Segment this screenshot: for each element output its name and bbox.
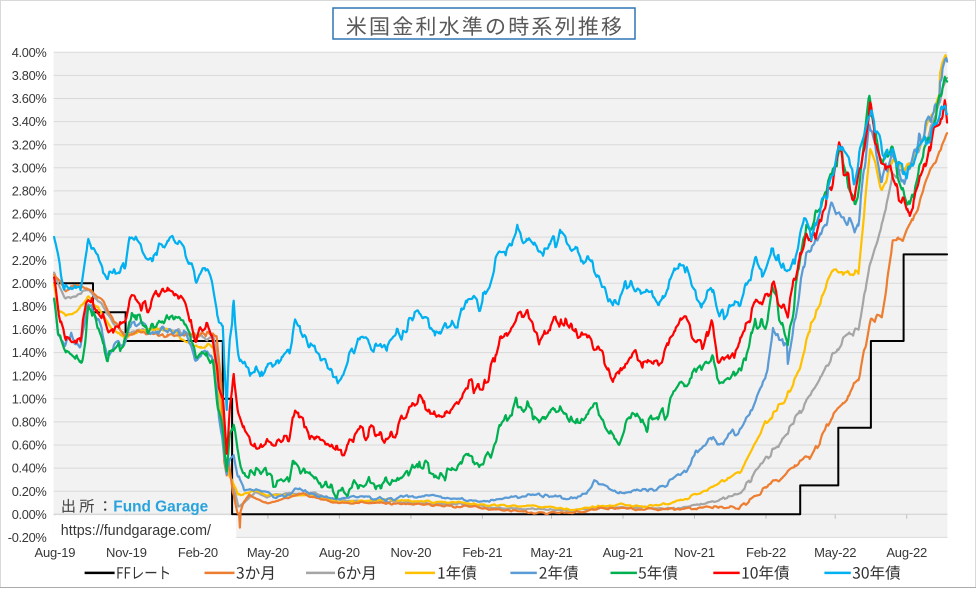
svg-text:3.00%: 3.00% xyxy=(12,160,47,175)
svg-text:Nov-20: Nov-20 xyxy=(391,545,432,560)
svg-text:Aug-21: Aug-21 xyxy=(603,545,644,560)
svg-text:May-20: May-20 xyxy=(247,545,289,560)
svg-text:-0.20%: -0.20% xyxy=(8,530,47,545)
svg-text:May-22: May-22 xyxy=(814,545,856,560)
svg-text:3.80%: 3.80% xyxy=(12,68,47,83)
svg-text:1.40%: 1.40% xyxy=(12,345,47,360)
svg-text:Aug-19: Aug-19 xyxy=(35,545,76,560)
svg-text:Feb-22: Feb-22 xyxy=(746,545,786,560)
svg-text:2.80%: 2.80% xyxy=(12,184,47,199)
svg-text:Aug-20: Aug-20 xyxy=(319,545,360,560)
svg-text:2.60%: 2.60% xyxy=(12,207,47,222)
svg-text:2.40%: 2.40% xyxy=(12,230,47,245)
svg-text:1.80%: 1.80% xyxy=(12,299,47,314)
svg-text:0.60%: 0.60% xyxy=(12,438,47,453)
svg-text:2.00%: 2.00% xyxy=(12,276,47,291)
svg-text:1.00%: 1.00% xyxy=(12,391,47,406)
svg-text:3.20%: 3.20% xyxy=(12,137,47,152)
svg-text:0.80%: 0.80% xyxy=(12,415,47,430)
svg-text:1.60%: 1.60% xyxy=(12,322,47,337)
svg-text:4.00%: 4.00% xyxy=(12,45,47,60)
svg-text:Nov-21: Nov-21 xyxy=(674,545,715,560)
svg-text:2.20%: 2.20% xyxy=(12,253,47,268)
svg-text:Fund Garage: Fund Garage xyxy=(113,498,208,515)
svg-text:Nov-19: Nov-19 xyxy=(106,545,147,560)
svg-text:0.00%: 0.00% xyxy=(12,507,47,522)
svg-text:3.60%: 3.60% xyxy=(12,91,47,106)
svg-text:0.20%: 0.20% xyxy=(12,484,47,499)
svg-text:Feb-21: Feb-21 xyxy=(462,545,502,560)
svg-text:Aug-22: Aug-22 xyxy=(886,545,927,560)
svg-text:1.20%: 1.20% xyxy=(12,368,47,383)
svg-text:3.40%: 3.40% xyxy=(12,114,47,129)
svg-text:https://fundgarage.com/: https://fundgarage.com/ xyxy=(61,523,211,539)
svg-text:Feb-20: Feb-20 xyxy=(178,545,218,560)
svg-text:0.40%: 0.40% xyxy=(12,461,47,476)
svg-text:May-21: May-21 xyxy=(530,545,572,560)
